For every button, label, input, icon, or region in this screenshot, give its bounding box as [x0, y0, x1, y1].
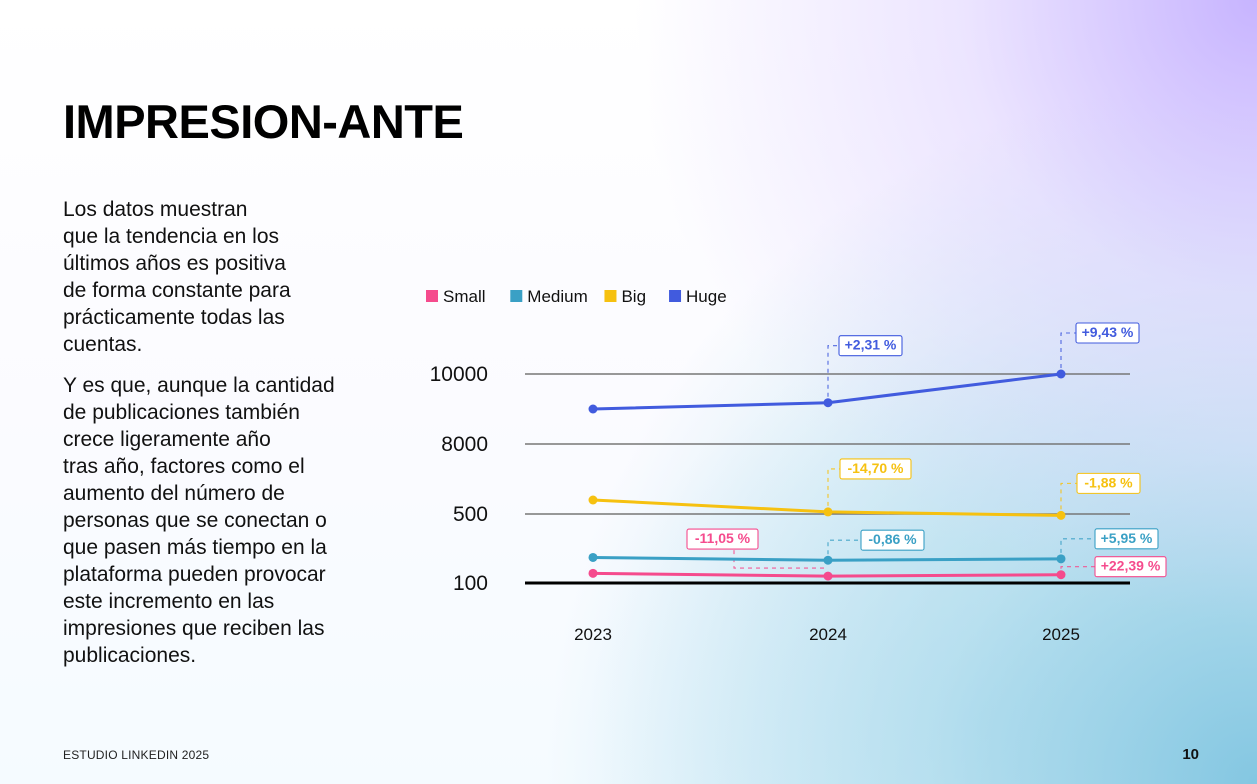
data-point-medium-2024 [823, 555, 833, 565]
paragraph-1-line-5: prácticamente todas las [63, 306, 285, 329]
legend-label-medium: Medium [527, 287, 587, 306]
leader-line-medium-2024 [827, 539, 861, 555]
paragraph-2-line-6: personas que se conectan o [63, 509, 327, 532]
legend-swatch-huge [669, 290, 682, 302]
legend-label-huge: Huge [686, 287, 727, 306]
chart-legend: Small Medium Big Huge [426, 287, 727, 306]
data-label-small-2025: +22,39 % [1101, 558, 1161, 574]
paragraph-1: Los datos muestran que la tendencia en l… [63, 196, 383, 358]
paragraph-2-line-4: tras año, factores como el [63, 455, 305, 478]
paragraph-2: Y es que, aunque la cantidad de publicac… [63, 372, 383, 669]
data-point-small-2025 [1056, 570, 1066, 580]
y-tick-label-10000: 10000 [430, 363, 488, 386]
data-label-box-big-2024 [839, 458, 912, 480]
paragraph-2-line-9: este incremento en las [63, 590, 275, 613]
y-tick-label-100: 100 [453, 572, 488, 595]
footer-study-name: ESTUDIO LINKEDIN 2025 [63, 748, 210, 762]
data-label-box-huge-2025 [1075, 322, 1140, 344]
data-point-big-2023 [588, 495, 598, 505]
impressions-line-chart: 100 500 8000 10000 2023 2024 2025 Small Medium Bi… [400, 270, 1200, 660]
body-copy: Los datos muestran que la tendencia en l… [63, 196, 383, 683]
legend-swatch-medium [510, 290, 523, 302]
paragraph-1-line-6: cuentas. [63, 333, 143, 356]
legend-swatch-big [604, 290, 617, 302]
leader-line-medium-2025 [1060, 538, 1095, 553]
data-point-big-2024 [823, 507, 833, 517]
paragraph-2-line-2: de publicaciones también [63, 401, 300, 424]
paragraph-1-line-4: de forma constante para [63, 279, 291, 302]
legend-label-big: Big [621, 287, 646, 306]
data-point-medium-2023 [588, 552, 598, 562]
paragraph-1-line-3: últimos años es positiva [63, 252, 286, 275]
data-label-huge-2025: +9,43 % [1082, 324, 1134, 340]
data-label-box-medium-2025 [1094, 528, 1159, 550]
legend-swatch-small [426, 290, 438, 302]
page-number: 10 [1182, 746, 1199, 763]
x-tick-label-2025: 2025 [1042, 625, 1080, 644]
page-title: IMPRESION-ANTE [63, 95, 464, 148]
paragraph-1-line-2: que la tendencia en los [63, 225, 279, 248]
data-point-small-2024 [823, 571, 833, 581]
paragraph-1-line-1: Los datos muestran [63, 198, 248, 221]
series-small: -11,05 % +22,39 % [588, 528, 1167, 581]
paragraph-2-line-11: publicaciones. [63, 644, 197, 667]
y-tick-label-500: 500 [453, 503, 488, 526]
data-point-huge-2023 [588, 404, 598, 414]
data-point-huge-2024 [823, 398, 833, 408]
data-label-big-2025: -1,88 % [1084, 474, 1133, 490]
paragraph-2-line-3: crece ligeramente año [63, 428, 271, 451]
leader-line-big-2025 [1060, 482, 1077, 510]
x-tick-label-2023: 2023 [574, 625, 612, 644]
series-big: -14,70 % -1,88 % [588, 458, 1141, 520]
paragraph-2-line-10: impresiones que reciben las [63, 617, 325, 640]
paragraph-2-line-8: plataforma pueden provocar [63, 563, 326, 586]
data-label-medium-2025: +5,95 % [1101, 530, 1153, 546]
data-label-huge-2024: +2,31 % [845, 337, 897, 353]
leader-line-huge-2025 [1060, 332, 1076, 368]
series-medium: -0,86 % +5,95 % [588, 528, 1159, 565]
paragraph-2-line-7: que pasen más tiempo en la [63, 536, 327, 559]
data-point-big-2025 [1056, 510, 1066, 520]
series-huge: +2,31 % +9,43 % [588, 322, 1140, 414]
leader-line-small-2024 [733, 549, 824, 569]
data-label-box-medium-2024 [860, 529, 925, 551]
x-tick-label-2024: 2024 [809, 625, 847, 644]
data-label-medium-2024: -0,86 % [868, 531, 917, 547]
paragraph-2-line-5: aumento del número de [63, 482, 285, 505]
data-point-medium-2025 [1056, 554, 1066, 564]
chart-svg: 100 500 8000 10000 2023 2024 2025 Small Medium Bi… [426, 287, 1167, 644]
leader-line-small-2025 [1060, 566, 1095, 569]
paragraph-2-line-1: Y es que, aunque la cantidad [63, 374, 335, 397]
data-label-box-big-2025 [1076, 472, 1141, 494]
data-label-box-small-2024 [686, 528, 759, 550]
y-tick-label-8000: 8000 [441, 433, 488, 456]
data-label-box-small-2025 [1094, 556, 1167, 578]
data-label-big-2024: -14,70 % [847, 460, 904, 476]
leader-line-huge-2024 [827, 345, 839, 397]
data-point-small-2023 [588, 568, 598, 578]
data-label-small-2024: -11,05 % [695, 530, 751, 546]
leader-line-big-2024 [827, 468, 840, 506]
data-point-huge-2025 [1056, 369, 1066, 379]
data-label-box-huge-2024 [838, 335, 903, 357]
legend-label-small: Small [443, 287, 486, 306]
